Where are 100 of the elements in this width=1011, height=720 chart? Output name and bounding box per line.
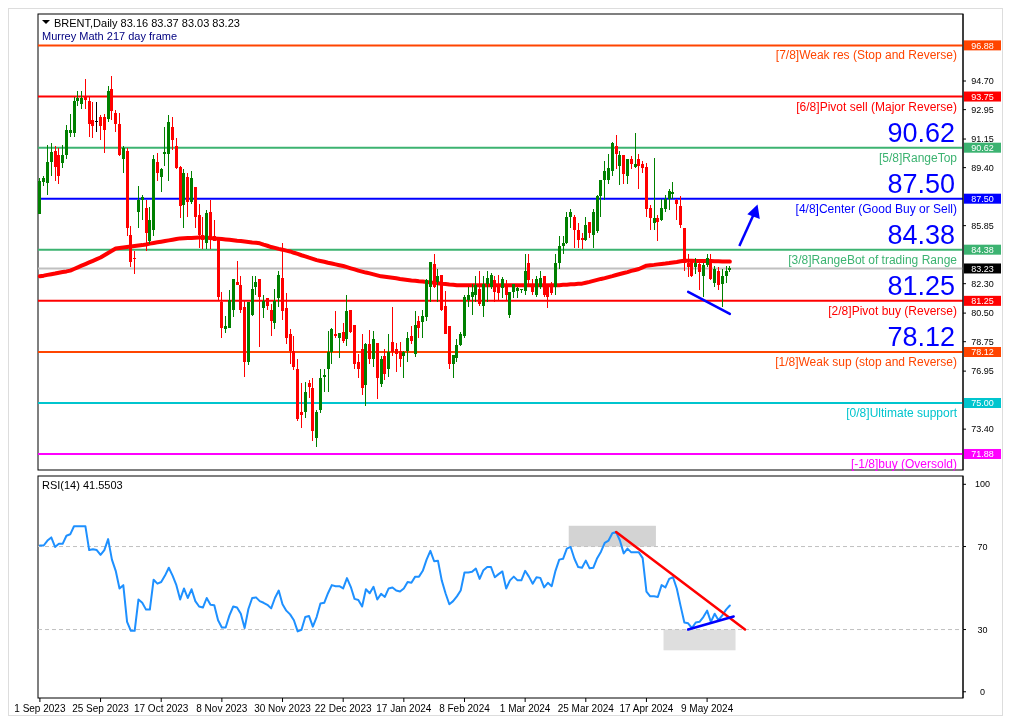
- candlestick: [102, 113, 106, 154]
- candlestick: [390, 306, 394, 357]
- candlestick: [136, 185, 140, 229]
- candlestick: [49, 142, 53, 177]
- candlestick: [716, 266, 720, 291]
- y-tick-label: 73.40: [971, 424, 994, 435]
- candlestick: [557, 235, 561, 270]
- candlestick: [660, 198, 664, 222]
- chart-title: RSI(14) 41.5503: [42, 479, 123, 491]
- candlestick: [614, 134, 618, 170]
- y-tick-label: 80.50: [971, 308, 994, 319]
- candlestick: [368, 329, 372, 365]
- x-tick-label: 17 Jan 2024: [376, 703, 432, 714]
- candlestick: [679, 195, 683, 229]
- candlestick: [334, 310, 338, 339]
- candlestick: [580, 232, 584, 250]
- candlestick: [57, 147, 61, 185]
- annotation: 78.12: [887, 322, 955, 352]
- ref-line-label: [1/8]Weak sup (stop and Reverse): [775, 355, 957, 369]
- y-tick-label: 81.25: [971, 296, 994, 307]
- candlestick: [303, 381, 307, 419]
- y-tick-label: 75.00: [971, 398, 994, 409]
- y-tick-label: 30: [977, 624, 988, 635]
- y-tick-label: 0: [979, 686, 986, 697]
- x-tick-label: 22 Dec 2023: [314, 703, 372, 714]
- ref-line-label: [-1/8]buy (Oversold): [850, 456, 957, 471]
- ref-line-label: [0/8]Ultimate support: [846, 405, 958, 420]
- y-tick-label: 93.75: [971, 91, 994, 102]
- annotation: 87.50: [887, 168, 955, 199]
- candlestick: [656, 214, 660, 242]
- candlestick: [436, 268, 440, 303]
- candlestick: [337, 332, 341, 359]
- x-tick-label: 8 Feb 2024: [439, 703, 491, 714]
- y-tick-label: 71.88: [971, 449, 994, 460]
- candlestick: [671, 181, 675, 200]
- x-tick-label: 1 Sep 2023: [14, 703, 66, 714]
- candlestick: [523, 253, 527, 296]
- candlestick: [95, 101, 99, 133]
- candlestick: [163, 126, 167, 167]
- candlestick: [190, 170, 194, 205]
- y-tick-label: 78.75: [971, 336, 994, 347]
- x-tick-label: 17 Oct 2023: [133, 703, 189, 714]
- y-tick-label: 89.40: [971, 162, 994, 173]
- candlestick: [99, 114, 103, 141]
- y-tick-label: 100: [974, 479, 991, 490]
- candlestick: [637, 153, 641, 190]
- candlestick: [481, 275, 485, 318]
- y-tick-label: 85.85: [971, 220, 994, 231]
- text: Murrey Math 217 day frame: [42, 30, 178, 42]
- x-tick-label: 9 May 2024: [680, 703, 734, 714]
- y-tick-label: 91.15: [971, 134, 994, 145]
- candlestick: [394, 342, 398, 373]
- candlestick: [686, 253, 690, 278]
- y-tick-label: 90.62: [971, 142, 994, 153]
- candlestick: [603, 160, 607, 201]
- candlestick: [633, 132, 637, 169]
- ref-line-label: [3/8]RangeBot of trading Range: [788, 252, 958, 267]
- candlestick: [159, 167, 163, 193]
- candlestick: [372, 330, 375, 368]
- ref-line-label: [2/8]Pivot buy (Reverse): [828, 303, 957, 318]
- candlestick: [53, 145, 57, 182]
- candlestick: [341, 322, 345, 344]
- candlestick: [675, 198, 679, 221]
- candlestick: [508, 291, 512, 319]
- ref-line-label: [5/8]RangeTop: [878, 150, 958, 165]
- candlestick: [455, 338, 459, 363]
- candlestick: [406, 331, 410, 363]
- candlestick: [527, 253, 531, 285]
- candlestick: [140, 194, 144, 221]
- candlestick: [569, 208, 573, 229]
- annotation: 90.62: [887, 117, 955, 148]
- candlestick: [326, 330, 330, 393]
- candlestick: [387, 333, 391, 378]
- y-tick-label: 82.30: [971, 278, 994, 289]
- y-tick-label: 96.88: [971, 40, 994, 51]
- candlestick: [121, 145, 125, 174]
- candlestick: [622, 154, 626, 185]
- candlestick: [618, 150, 622, 186]
- candlestick: [383, 348, 387, 381]
- candlestick: [91, 101, 95, 139]
- x-tick-label: 25 Sep 2023: [72, 703, 130, 714]
- annotation: 81.25: [887, 270, 955, 301]
- candlestick: [713, 265, 717, 288]
- y-tick-label: 92.95: [971, 104, 994, 115]
- candlestick: [155, 152, 159, 182]
- candlestick: [171, 116, 175, 151]
- ref-line-label: [7/8]Weak res (Stop and Reverse): [775, 48, 957, 63]
- candlestick: [584, 216, 588, 242]
- candlestick: [61, 144, 65, 169]
- candlestick: [576, 222, 580, 249]
- candlestick: [652, 157, 656, 231]
- ref-line-label: [6/8]Pivot sell (Major Reverse): [796, 99, 957, 114]
- x-tick-label: 17 Apr 2024: [619, 703, 674, 714]
- y-tick-label: 76.95: [971, 366, 994, 377]
- candlestick: [535, 275, 539, 298]
- y-tick-label: 84.38: [971, 244, 994, 255]
- candlestick: [398, 341, 402, 368]
- x-tick-label: 25 Mar 2024: [557, 703, 615, 714]
- x-tick-label: 1 Mar 2024: [499, 703, 551, 714]
- y-tick-label: 83.23: [971, 263, 994, 274]
